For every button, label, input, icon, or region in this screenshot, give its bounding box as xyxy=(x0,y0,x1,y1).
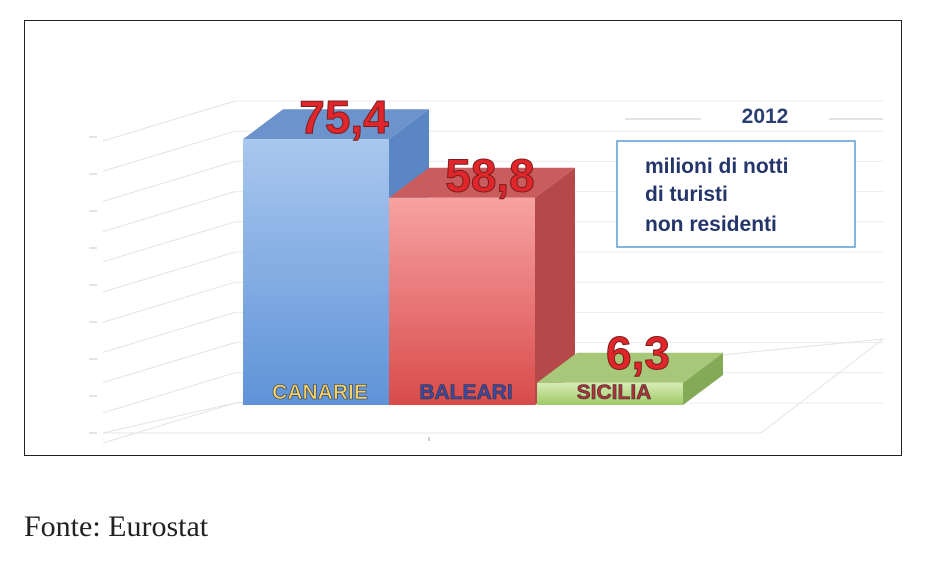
legend-box: 2012 milioni di notti di turisti non res… xyxy=(616,105,883,248)
bar-side xyxy=(535,167,575,405)
bar-side xyxy=(683,352,723,405)
bar-top xyxy=(243,109,429,140)
grid-diagonal xyxy=(102,372,236,414)
floor-outline xyxy=(102,338,885,434)
category-label: CANARIE xyxy=(272,381,368,404)
source-caption: Fonte: Eurostat xyxy=(24,510,209,543)
legend-year: 2012 xyxy=(742,105,789,128)
grid-diagonal xyxy=(102,100,236,142)
value-label: 75,4 xyxy=(299,91,389,143)
bar-front xyxy=(389,197,535,405)
value-labels: 75,4 58,8 6,3 xyxy=(299,91,671,380)
grid-diagonal xyxy=(102,130,236,172)
bars xyxy=(243,109,723,405)
bar-top xyxy=(537,352,723,383)
category-label: BALEARI xyxy=(419,381,512,404)
grid-diagonal xyxy=(102,191,236,233)
chart-figure: 75,4 58,8 6,3 CANARIE BALEARI SICILIA 2012 m… xyxy=(24,20,902,456)
legend-frame xyxy=(616,140,856,248)
grid-diagonal xyxy=(102,281,236,323)
legend-line-1: milioni di notti xyxy=(645,155,788,178)
grid-diagonal xyxy=(102,160,236,202)
category-labels: CANARIE BALEARI SICILIA xyxy=(272,381,652,405)
bar-top xyxy=(389,167,575,198)
bar-chart: 75,4 58,8 6,3 CANARIE BALEARI SICILIA 2012 m… xyxy=(89,91,885,444)
grid-diagonal xyxy=(102,402,236,444)
grid-diagonal xyxy=(102,221,236,263)
grid-diagonal xyxy=(102,251,236,293)
legend-line-2: di turisti xyxy=(645,183,728,206)
grid-diagonal xyxy=(102,311,236,353)
legend-line-3: non residenti xyxy=(645,213,777,236)
category-label: SICILIA xyxy=(577,381,652,404)
bar-front xyxy=(243,139,389,405)
value-label: 6,3 xyxy=(606,327,670,379)
grid-diagonal xyxy=(102,342,236,384)
value-label: 58,8 xyxy=(445,150,535,202)
bar-front xyxy=(537,382,683,405)
